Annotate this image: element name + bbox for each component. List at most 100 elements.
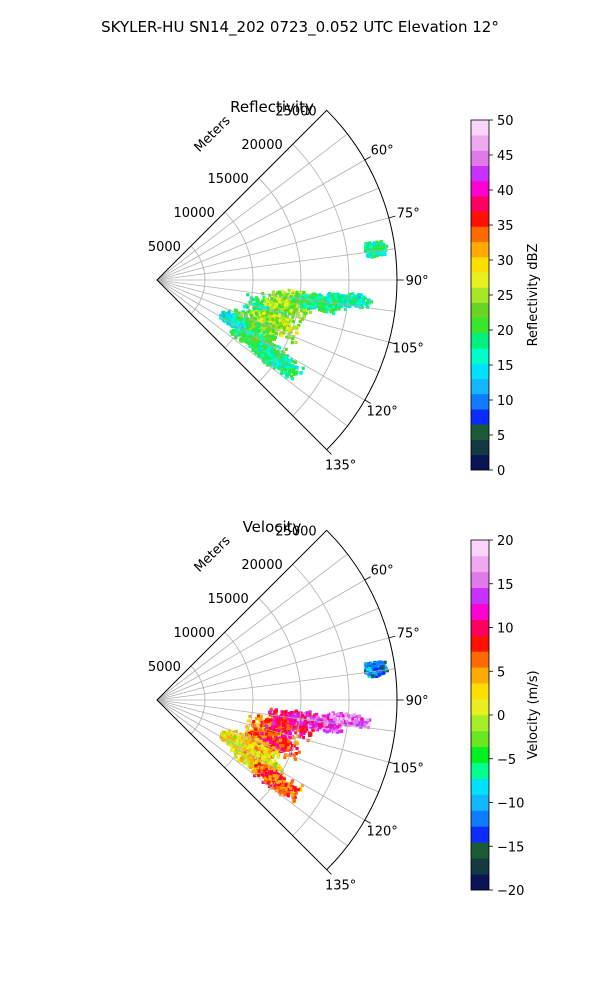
radial-axis-label: Meters [192, 113, 234, 155]
echo-gate [383, 252, 387, 256]
echo-gate [328, 719, 332, 723]
echo-gate [281, 726, 285, 731]
echo-gate [274, 302, 278, 306]
echo-gate [338, 729, 342, 733]
echo-gate [295, 746, 299, 751]
echo-gate [250, 334, 254, 338]
echo-gate [283, 371, 287, 375]
echo-gate [383, 665, 387, 669]
echo-gate [266, 719, 270, 723]
echo-gate [246, 727, 250, 731]
echo-gate [281, 721, 285, 725]
echo-gate [281, 783, 285, 787]
echo-gate [253, 338, 258, 342]
echo-gate [262, 295, 266, 299]
echo-gate [275, 750, 279, 754]
echo-gate [369, 300, 374, 304]
echo-gate [274, 305, 278, 309]
echo-gate [315, 715, 319, 719]
echo-gate [255, 303, 259, 307]
echo-gate [257, 324, 261, 329]
echo-gate [367, 241, 372, 245]
echo-gate [338, 305, 343, 309]
echo-gate [255, 760, 259, 764]
echo-gate [249, 312, 253, 316]
echo-gate [250, 310, 254, 314]
echo-gate [248, 738, 252, 742]
echo-gate [278, 766, 282, 770]
echo-gate [283, 746, 287, 750]
colorbar-swatch [471, 165, 489, 182]
azimuth-tick-label: 60° [371, 143, 394, 158]
echo-gate [271, 293, 276, 297]
echo-gate [338, 303, 342, 307]
echo-gate [247, 731, 251, 735]
echo-gate [288, 335, 292, 339]
echo-gate [294, 308, 298, 312]
echo-gate [360, 722, 364, 727]
echo-gate [261, 314, 265, 318]
echo-gate [247, 748, 251, 752]
echo-gate [290, 370, 294, 374]
echo-gate [222, 319, 226, 323]
echo-gate [270, 732, 274, 736]
echo-gate [252, 742, 256, 746]
echo-gate [303, 729, 307, 733]
echo-gate [263, 728, 268, 732]
echo-gate [256, 322, 260, 326]
echo-gate [254, 339, 258, 343]
echo-gate [259, 324, 263, 328]
echo-gate [302, 712, 306, 716]
echo-gate [313, 297, 317, 301]
echo-gate [288, 726, 292, 730]
echo-gate [308, 304, 312, 308]
echo-gate [332, 726, 336, 730]
echo-gate [366, 305, 370, 309]
echo-gate [302, 731, 306, 735]
echo-gate [258, 716, 262, 720]
echo-gate [272, 751, 276, 755]
echo-gate [295, 303, 299, 307]
echo-gate [246, 293, 250, 297]
echo-gate [270, 348, 274, 352]
echo-gate [284, 293, 288, 297]
echo-gate [219, 316, 223, 320]
echo-gate [339, 300, 343, 304]
azimuth-tick [326, 449, 332, 455]
echo-gate [318, 722, 323, 726]
echo-gate [279, 331, 283, 335]
echo-gate [300, 733, 304, 737]
echo-gate [346, 722, 350, 726]
figure-title: SKYLER-HU SN14_202 0723_0.052 UTC Elevat… [101, 18, 499, 37]
echo-gate [293, 710, 297, 714]
echo-gate [265, 353, 269, 357]
echo-gate [335, 728, 339, 732]
echo-gate [293, 298, 297, 302]
echo-gate [282, 364, 286, 368]
velocity-title: Velocity [243, 518, 302, 536]
echo-gate [350, 717, 354, 721]
echo-gate [263, 337, 267, 341]
echo-gate [273, 766, 277, 770]
echo-gate [368, 718, 372, 722]
echo-gate [367, 674, 371, 678]
echo-gate [304, 312, 308, 316]
echo-gate [267, 326, 271, 330]
echo-gate [295, 366, 299, 370]
echo-gate [292, 372, 296, 376]
echo-gate [283, 291, 287, 295]
echo-gate [281, 362, 285, 366]
echo-gate [323, 729, 327, 733]
echo-gate [372, 251, 376, 255]
echo-gate [284, 367, 288, 371]
echo-gate [237, 333, 241, 337]
echo-gate [253, 768, 258, 772]
colorbar-swatch [471, 211, 489, 227]
colorbar-swatch [471, 424, 489, 440]
echo-gate [301, 735, 305, 740]
echo-gate [285, 753, 289, 757]
echo-gate [281, 743, 285, 747]
echo-gate [271, 334, 275, 338]
echo-gate [254, 346, 258, 350]
echo-gate [381, 662, 385, 666]
